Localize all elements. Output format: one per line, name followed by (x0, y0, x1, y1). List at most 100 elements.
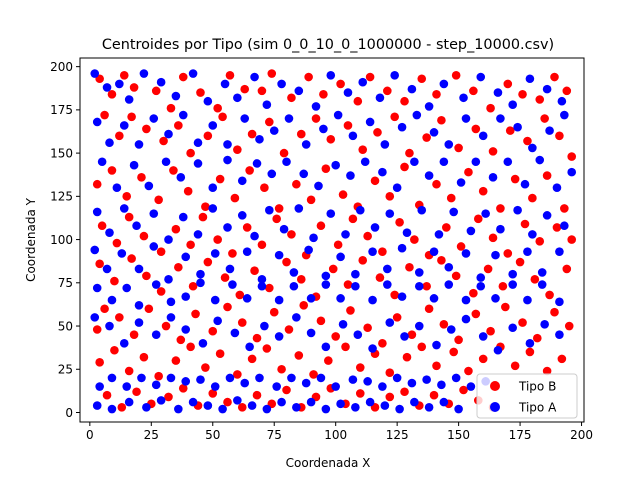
point-tipo-a-189 (119, 339, 129, 348)
y-tick-label: 125 (50, 190, 73, 204)
point-tipo-a-255 (247, 401, 257, 410)
point-tipo-b-99 (186, 240, 195, 250)
x-tick-label: 100 (324, 428, 347, 442)
point-tipo-b-68 (183, 186, 193, 196)
point-tipo-a-201 (306, 328, 316, 338)
point-tipo-b-77 (321, 164, 331, 173)
point-tipo-a-78 (346, 171, 355, 180)
point-tipo-a-144 (383, 264, 392, 274)
y-tick-label: 25 (58, 363, 73, 377)
point-tipo-b-46 (326, 134, 336, 144)
point-tipo-a-216 (540, 320, 549, 329)
point-tipo-b-154 (545, 290, 554, 300)
legend-label-tipo-a: Tipo A (518, 401, 557, 415)
point-tipo-b-36 (174, 121, 183, 130)
point-tipo-b-207 (385, 368, 395, 378)
point-tipo-a-4 (139, 69, 149, 78)
point-tipo-a-141 (336, 252, 345, 262)
point-tipo-b-186 (550, 307, 559, 317)
point-tipo-a-263 (365, 397, 375, 407)
point-tipo-a-9 (220, 79, 230, 89)
point-tipo-a-11 (250, 72, 259, 82)
point-tipo-a-79 (360, 157, 370, 167)
x-axis-label: Coordenada X (286, 456, 371, 470)
point-tipo-b-168 (269, 307, 279, 317)
y-tick-label: 150 (50, 146, 73, 160)
point-tipo-b-189 (110, 345, 119, 355)
point-tipo-a-150 (476, 273, 486, 282)
point-tipo-a-33 (119, 121, 129, 130)
point-tipo-a-37 (178, 110, 188, 120)
point-tipo-b-80 (370, 176, 380, 186)
point-tipo-a-171 (321, 280, 331, 289)
point-tipo-b-192 (154, 371, 163, 381)
point-tipo-b-94 (112, 238, 122, 248)
point-tipo-b-53 (437, 115, 446, 125)
point-tipo-b-18 (365, 72, 375, 82)
point-tipo-a-267 (424, 403, 434, 412)
point-tipo-a-231 (287, 373, 296, 383)
point-tipo-a-115 (417, 205, 427, 215)
point-tipo-a-74 (282, 157, 291, 167)
point-tipo-a-151 (491, 250, 500, 260)
point-tipo-a-260 (321, 404, 331, 414)
point-tipo-a-110 (341, 230, 350, 239)
point-tipo-a-207 (400, 332, 409, 341)
point-tipo-b-65 (137, 173, 146, 182)
point-tipo-b-175 (378, 339, 387, 348)
point-tipo-b-106 (287, 230, 296, 239)
point-tipo-b-37 (186, 148, 195, 158)
point-tipo-a-36 (164, 129, 173, 139)
point-tipo-a-175 (383, 280, 392, 289)
x-tick-label: 150 (447, 428, 470, 442)
point-tipo-a-56 (478, 131, 488, 141)
point-tipo-a-57 (496, 114, 505, 123)
point-tipo-a-90 (535, 155, 545, 165)
legend: Tipo B Tipo A (476, 373, 578, 419)
point-tipo-b-45 (311, 114, 321, 123)
point-tipo-a-196 (230, 328, 240, 338)
point-tipo-a-65 (144, 181, 154, 191)
point-tipo-b-219 (102, 390, 112, 400)
point-tipo-a-128 (134, 264, 144, 274)
point-tipo-a-146 (414, 268, 424, 277)
point-tipo-a-185 (537, 280, 547, 289)
point-tipo-a-99 (178, 212, 188, 222)
point-tipo-b-159 (129, 330, 139, 339)
point-tipo-a-179 (444, 280, 454, 289)
point-tipo-b-209 (417, 342, 427, 352)
point-tipo-a-232 (301, 378, 311, 388)
point-tipo-b-24 (469, 86, 478, 96)
point-tipo-a-40 (223, 140, 232, 149)
point-tipo-a-1 (102, 83, 112, 92)
point-tipo-b-201 (294, 351, 304, 360)
point-tipo-b-102 (228, 249, 237, 258)
point-tipo-a-48 (348, 131, 358, 141)
point-tipo-b-180 (454, 335, 463, 345)
point-tipo-a-29 (542, 84, 552, 94)
point-tipo-a-225 (196, 375, 205, 384)
point-tipo-a-221 (137, 373, 146, 383)
point-tipo-b-17 (353, 96, 363, 106)
point-tipo-a-208 (414, 321, 424, 331)
point-tipo-b-14 (304, 72, 313, 82)
point-tipo-a-247 (124, 397, 134, 407)
point-tipo-a-23 (439, 79, 449, 89)
y-tick-label: 100 (50, 233, 73, 247)
point-tipo-a-159 (134, 300, 144, 310)
point-tipo-a-31 (92, 117, 102, 127)
point-tipo-a-167 (257, 281, 267, 291)
point-tipo-b-111 (363, 231, 372, 241)
y-axis-label: Coordenada Y (24, 197, 38, 282)
point-tipo-b-78 (338, 190, 348, 199)
point-tipo-b-67 (169, 166, 178, 175)
point-tipo-a-240 (422, 375, 431, 384)
point-tipo-a-157 (107, 295, 117, 305)
point-tipo-b-156 (100, 304, 109, 314)
point-tipo-a-81 (392, 183, 402, 192)
point-tipo-b-190 (124, 366, 134, 376)
point-tipo-b-119 (488, 233, 498, 243)
point-tipo-a-192 (166, 313, 176, 322)
point-tipo-b-6 (178, 72, 188, 82)
